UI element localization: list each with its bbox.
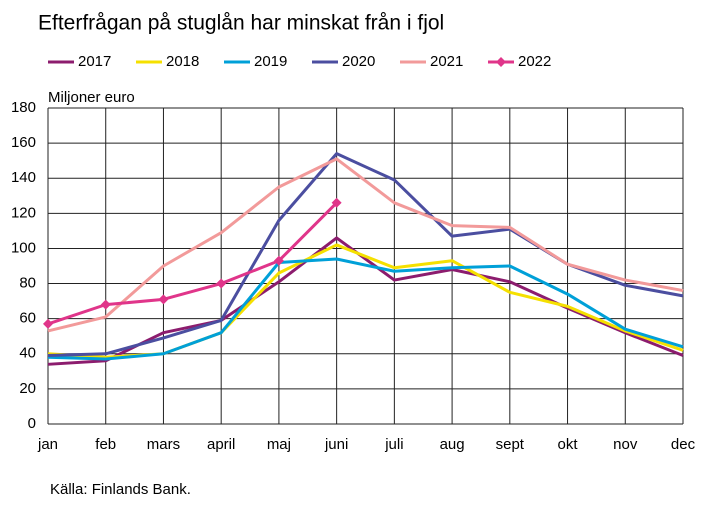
marker (273, 255, 284, 266)
marker (331, 197, 342, 208)
marker (158, 294, 169, 305)
y-tick-label: 160 (11, 134, 36, 151)
y-axis-label: Miljoner euro (48, 89, 135, 106)
x-tick-label: juli (384, 436, 403, 453)
series-line (47, 157, 684, 333)
legend-label: 2021 (430, 53, 463, 70)
x-tick-label: aug (440, 436, 465, 453)
legend-label: 2017 (78, 53, 111, 70)
y-tick-label: 20 (19, 380, 36, 397)
x-tick-label: juni (324, 436, 348, 453)
x-tick-label: sept (496, 436, 525, 453)
series-line (47, 201, 338, 326)
source: Källa: Finlands Bank. (50, 481, 191, 498)
x-tick-label: dec (671, 436, 696, 453)
y-tick-label: 100 (11, 239, 36, 256)
x-tick-label: maj (267, 436, 291, 453)
legend-label: 2018 (166, 53, 199, 70)
y-tick-label: 80 (19, 275, 36, 292)
marker (100, 299, 111, 310)
y-tick-label: 40 (19, 345, 36, 362)
chart-title: Efterfrågan på stuglån har minskat från … (38, 12, 444, 35)
series-line (47, 236, 684, 366)
y-tick-label: 180 (11, 99, 36, 116)
y-tick-label: 140 (11, 169, 36, 186)
legend-label: 2022 (518, 53, 551, 70)
y-tick-label: 60 (19, 310, 36, 327)
marker (216, 278, 227, 289)
x-tick-label: okt (558, 436, 579, 453)
y-tick-label: 120 (11, 204, 36, 221)
x-tick-label: jan (37, 436, 58, 453)
x-tick-label: nov (613, 436, 638, 453)
x-tick-label: april (207, 436, 235, 453)
legend-marker (496, 57, 506, 67)
legend-label: 2020 (342, 53, 375, 70)
marker (43, 318, 53, 329)
x-tick-label: feb (95, 436, 116, 453)
series-line (47, 152, 684, 358)
y-tick-label: 0 (28, 415, 36, 432)
x-tick-label: mars (147, 436, 180, 453)
legend-label: 2019 (254, 53, 287, 70)
series-line (47, 257, 684, 361)
